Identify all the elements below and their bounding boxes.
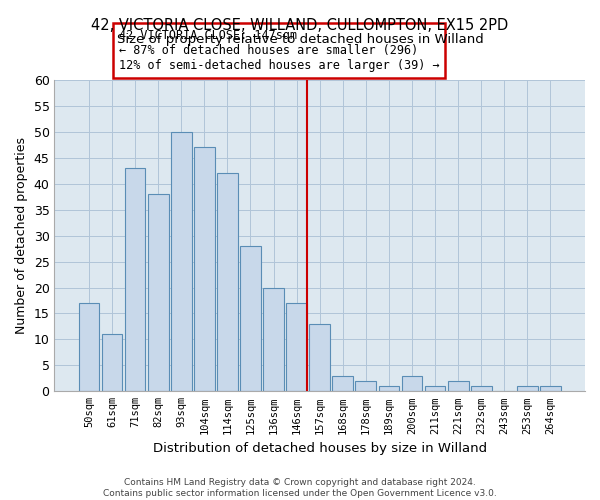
Bar [517,386,538,392]
Bar [332,376,353,392]
Bar [355,381,376,392]
Bar [540,386,561,392]
Bar [286,303,307,392]
Bar [471,386,491,392]
X-axis label: Distribution of detached houses by size in Willand: Distribution of detached houses by size … [152,442,487,455]
Bar [148,194,169,392]
Bar [125,168,145,392]
Bar [79,303,100,392]
Text: Contains HM Land Registry data © Crown copyright and database right 2024.
Contai: Contains HM Land Registry data © Crown c… [103,478,497,498]
Text: 42 VICTORIA CLOSE: 147sqm
← 87% of detached houses are smaller (296)
12% of semi: 42 VICTORIA CLOSE: 147sqm ← 87% of detac… [119,29,440,72]
Bar [263,288,284,392]
Y-axis label: Number of detached properties: Number of detached properties [15,137,28,334]
Bar [425,386,445,392]
Bar [379,386,400,392]
Bar [171,132,191,392]
Bar [101,334,122,392]
Bar [310,324,330,392]
Bar [401,376,422,392]
Bar [194,148,215,392]
Bar [448,381,469,392]
Text: 42, VICTORIA CLOSE, WILLAND, CULLOMPTON, EX15 2PD: 42, VICTORIA CLOSE, WILLAND, CULLOMPTON,… [91,18,509,32]
Bar [240,246,261,392]
Text: Size of property relative to detached houses in Willand: Size of property relative to detached ho… [116,32,484,46]
Bar [217,174,238,392]
